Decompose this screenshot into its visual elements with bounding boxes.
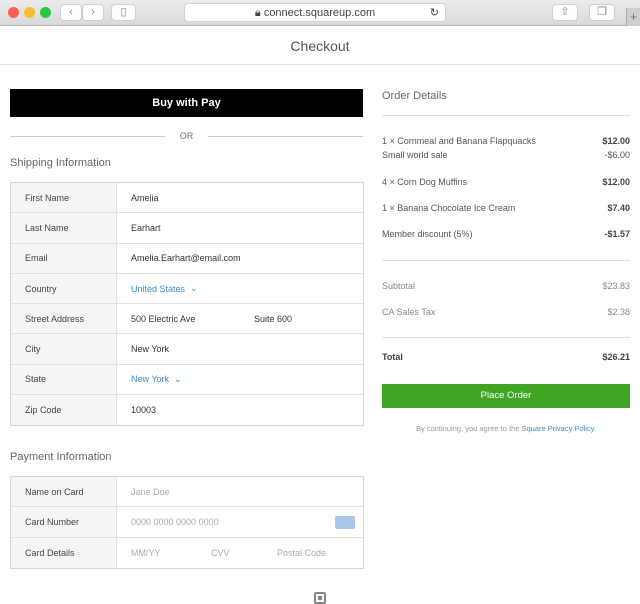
zip-row: Zip Code 10003 xyxy=(11,395,363,426)
field-label: Last Name xyxy=(11,213,117,243)
subtotal-row: Subtotal $23.83 xyxy=(382,281,630,291)
card-number-placeholder: 0000 0000 0000 0000 xyxy=(131,516,219,527)
field-label: First Name xyxy=(11,183,117,213)
tax-value: $2.38 xyxy=(607,307,630,317)
item-note: Small world sale xyxy=(382,150,448,160)
field-label: Country xyxy=(11,273,117,304)
url-text: connect.squareup.com xyxy=(263,7,376,19)
country-value: United States xyxy=(131,283,186,294)
credit-card-icon xyxy=(335,516,355,530)
state-value: New York xyxy=(131,374,170,385)
card-number-input[interactable]: 0000 0000 0000 0000 xyxy=(117,507,363,536)
street-row: Street Address 500 Electric Ave Suite 600 xyxy=(11,304,363,335)
shipping-title: Shipping Information xyxy=(10,157,111,169)
terms-suffix: . xyxy=(593,424,596,433)
shipping-form: First Name Amelia Last Name Earhart Email A… xyxy=(10,182,364,427)
total-label: Total xyxy=(382,352,403,362)
minimize-window-button[interactable] xyxy=(24,7,35,18)
divider xyxy=(382,337,630,338)
item-price: -$1.57 xyxy=(604,229,630,239)
address-bar[interactable]: 🔒︎ connect.squareup.com ↻ xyxy=(184,3,446,22)
item-note-price: -$6.00 xyxy=(604,150,630,160)
item-name: 4 × Corn Dog Muffins xyxy=(382,177,468,187)
item-name: 1 × Banana Chocolate Ice Cream xyxy=(382,203,516,213)
square-logo-icon xyxy=(314,592,326,604)
country-row: Country United States ⌄ xyxy=(11,273,363,305)
payment-form: Name on Card Jane Doe Card Number 0000 000… xyxy=(10,476,364,569)
page-title: Checkout xyxy=(0,27,640,65)
terms-text: By continuing, you agree to the Square P… xyxy=(382,424,630,433)
total-row: Total $26.21 xyxy=(382,352,630,362)
divider xyxy=(382,260,630,261)
email-input[interactable]: Amelia.Earhart@email.com xyxy=(131,253,241,264)
tax-row: CA Sales Tax $2.38 xyxy=(382,307,630,317)
order-item: 1 × Banana Chocolate Ice Cream $7.40 xyxy=(382,203,630,213)
state-row: State New York ⌄ xyxy=(11,364,363,396)
field-label: State xyxy=(11,364,117,395)
state-select[interactable]: New York ⌄ xyxy=(117,365,363,394)
order-item: Member discount (5%) -$1.57 xyxy=(382,229,630,239)
place-order-button[interactable]: Place Order xyxy=(382,384,630,408)
reload-icon[interactable]: ↻ xyxy=(429,7,439,19)
close-window-button[interactable] xyxy=(8,7,19,18)
item-price: $12.00 xyxy=(602,136,630,146)
back-icon[interactable]: ‹ xyxy=(60,4,82,21)
field-label: Email xyxy=(11,243,117,273)
field-label: City xyxy=(11,334,117,364)
last-name-input[interactable]: Earhart xyxy=(131,222,161,233)
city-row: City New York xyxy=(11,334,363,365)
share-icon[interactable]: ⇧ xyxy=(552,4,578,21)
field-label: Street Address xyxy=(11,304,117,334)
order-item: 1 × Cornmeal and Banana Flapquacks $12.00… xyxy=(382,136,630,160)
forward-icon[interactable]: › xyxy=(82,4,104,21)
terms-prefix: By continuing, you agree to the xyxy=(416,424,522,433)
maximize-window-button[interactable] xyxy=(40,7,51,18)
country-select[interactable]: United States ⌄ xyxy=(117,274,363,303)
zip-input[interactable]: 10003 xyxy=(131,405,157,416)
chevron-down-icon: ⌄ xyxy=(174,373,182,384)
suite-input[interactable]: Suite 600 xyxy=(254,313,293,324)
street-input[interactable]: 500 Electric Ave xyxy=(131,313,196,324)
tabs-icon[interactable]: ❐ xyxy=(589,4,615,21)
new-tab-icon[interactable]: + xyxy=(626,8,640,26)
card-name-row: Name on Card Jane Doe xyxy=(11,477,363,508)
field-label: Zip Code xyxy=(11,395,117,426)
apple-pay-button[interactable]: Buy with Pay xyxy=(10,89,363,117)
browser-toolbar: ‹ › ▯ 🔒︎ connect.squareup.com ↻ ⇧ ❐ + xyxy=(0,0,640,26)
first-name-row: First Name Amelia xyxy=(11,183,363,214)
expiry-input[interactable]: MM/YY xyxy=(131,547,161,558)
order-item: 4 × Corn Dog Muffins $12.00 xyxy=(382,177,630,187)
field-label: Card Details xyxy=(11,537,117,568)
card-name-input[interactable]: Jane Doe xyxy=(131,486,170,497)
item-name: Member discount (5%) xyxy=(382,229,473,239)
lock-icon: 🔒︎ xyxy=(254,7,261,19)
tax-label: CA Sales Tax xyxy=(382,307,436,317)
order-title: Order Details xyxy=(382,90,447,102)
field-label: Card Number xyxy=(11,507,117,537)
total-value: $26.21 xyxy=(602,352,630,362)
payment-title: Payment Information xyxy=(10,451,112,463)
item-price: $7.40 xyxy=(607,203,630,213)
last-name-row: Last Name Earhart xyxy=(11,213,363,244)
field-label: Name on Card xyxy=(11,477,117,507)
item-name: 1 × Cornmeal and Banana Flapquacks xyxy=(382,136,536,146)
cvv-input[interactable]: CVV xyxy=(211,547,230,558)
or-divider: OR xyxy=(10,130,363,142)
city-input[interactable]: New York xyxy=(131,344,170,355)
sidebar-icon[interactable]: ▯ xyxy=(111,4,136,21)
item-price: $12.00 xyxy=(602,177,630,187)
divider xyxy=(382,115,630,116)
subtotal-label: Subtotal xyxy=(382,281,416,291)
privacy-policy-link[interactable]: Square Privacy Policy xyxy=(521,424,594,433)
postal-code-input[interactable]: Postal Code xyxy=(277,547,327,558)
card-number-row: Card Number 0000 0000 0000 0000 xyxy=(11,507,363,538)
email-row: Email Amelia.Earhart@email.com xyxy=(11,243,363,274)
chevron-down-icon: ⌄ xyxy=(190,283,198,294)
subtotal-value: $23.83 xyxy=(602,281,630,291)
first-name-input[interactable]: Amelia xyxy=(131,192,159,203)
card-details-row: Card Details MM/YY CVV Postal Code xyxy=(11,537,363,568)
